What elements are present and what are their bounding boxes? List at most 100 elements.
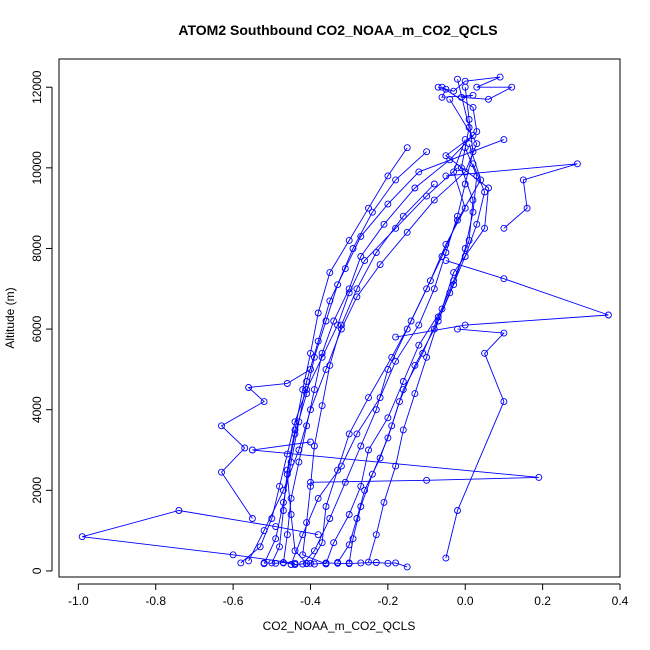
- data-point: [461, 180, 469, 188]
- data-point: [392, 333, 400, 341]
- series-line: [445, 328, 505, 559]
- data-point: [384, 200, 392, 208]
- data-point: [349, 535, 357, 543]
- data-point: [260, 559, 268, 567]
- plot-frame: [58, 58, 621, 578]
- data-point: [604, 311, 612, 319]
- data-point: [423, 476, 431, 484]
- series-line: [438, 76, 512, 100]
- data-point: [403, 228, 411, 236]
- data-point: [372, 559, 380, 566]
- data-point: [334, 321, 342, 329]
- series-group: [78, 73, 612, 571]
- data-point: [465, 116, 473, 123]
- data-point: [245, 557, 253, 565]
- data-point: [345, 541, 353, 549]
- data-point: [376, 454, 384, 462]
- data-point: [287, 494, 295, 502]
- data-point: [318, 539, 326, 547]
- x-tick-label: -0.8: [145, 594, 166, 608]
- x-tick-label: 0.4: [612, 594, 629, 608]
- data-point: [279, 559, 287, 566]
- data-point: [392, 462, 400, 470]
- data-point: [384, 414, 392, 422]
- x-tick-label: 0.2: [534, 594, 551, 608]
- y-axis: 0 2000 4000 6000 8000 10000 12000: [30, 70, 53, 574]
- data-point: [326, 361, 334, 369]
- series-profile-10: [299, 180, 438, 568]
- data-point: [396, 398, 403, 406]
- data-point: [446, 156, 454, 164]
- data-point: [508, 83, 516, 91]
- series-profile-13: [334, 75, 477, 566]
- chart-title: ATOM2 Southbound CO2_NOAA_m_CO2_QCLS: [178, 22, 497, 38]
- data-point: [314, 531, 322, 539]
- data-point: [307, 482, 314, 490]
- data-point: [442, 85, 450, 93]
- data-point: [403, 325, 411, 333]
- data-point: [365, 394, 372, 402]
- data-point: [330, 317, 338, 325]
- data-point: [457, 93, 465, 101]
- data-point: [318, 402, 326, 410]
- data-point: [345, 430, 353, 438]
- data-point: [454, 164, 461, 172]
- data-point: [283, 531, 291, 539]
- data-point: [473, 140, 481, 148]
- x-tick-label: -1.0: [68, 594, 89, 608]
- data-point: [423, 285, 431, 293]
- data-point: [411, 390, 419, 398]
- data-point: [446, 95, 454, 103]
- data-point: [423, 192, 431, 200]
- series-bottom-scatter: [260, 559, 411, 571]
- data-point: [353, 285, 361, 293]
- data-point: [291, 418, 299, 426]
- data-point: [450, 277, 458, 285]
- series-line: [264, 562, 408, 568]
- data-point: [303, 422, 311, 430]
- data-point: [353, 430, 361, 438]
- data-point: [500, 136, 508, 144]
- data-point: [256, 543, 264, 551]
- data-point: [241, 444, 249, 452]
- data-point: [442, 172, 450, 180]
- data-point: [295, 418, 303, 426]
- data-point: [326, 297, 334, 305]
- data-point: [291, 561, 299, 568]
- data-point: [337, 462, 345, 470]
- data-point: [430, 285, 438, 293]
- data-point: [318, 349, 326, 357]
- data-point: [473, 220, 481, 228]
- series-line: [248, 99, 478, 562]
- y-tick-label: 0: [30, 567, 44, 574]
- data-point: [310, 560, 318, 568]
- data-point: [485, 95, 492, 103]
- x-tick-label: 0.0: [457, 594, 474, 608]
- data-point: [399, 212, 407, 220]
- series-line: [263, 139, 505, 564]
- series-line: [302, 183, 435, 565]
- series-line: [310, 139, 466, 564]
- data-point: [283, 450, 291, 458]
- data-point: [481, 188, 489, 196]
- data-point: [384, 559, 392, 567]
- series-line: [348, 163, 486, 563]
- data-point: [461, 144, 469, 152]
- y-tick-label: 12000: [30, 70, 44, 104]
- y-tick-label: 8000: [30, 235, 44, 262]
- data-point: [434, 313, 442, 321]
- data-point: [461, 321, 469, 329]
- data-point: [307, 438, 314, 446]
- x-axis-title: CO2_NOAA_m_CO2_QCLS: [263, 619, 416, 633]
- data-point: [291, 547, 299, 555]
- data-point: [361, 257, 369, 265]
- data-point: [330, 539, 338, 547]
- data-point: [573, 160, 581, 168]
- data-point: [392, 224, 400, 232]
- data-point: [454, 507, 461, 514]
- data-point: [248, 515, 256, 522]
- data-point: [392, 357, 400, 365]
- data-point: [365, 446, 372, 454]
- series-line: [368, 147, 478, 563]
- series-outlier-low-east: [248, 438, 543, 486]
